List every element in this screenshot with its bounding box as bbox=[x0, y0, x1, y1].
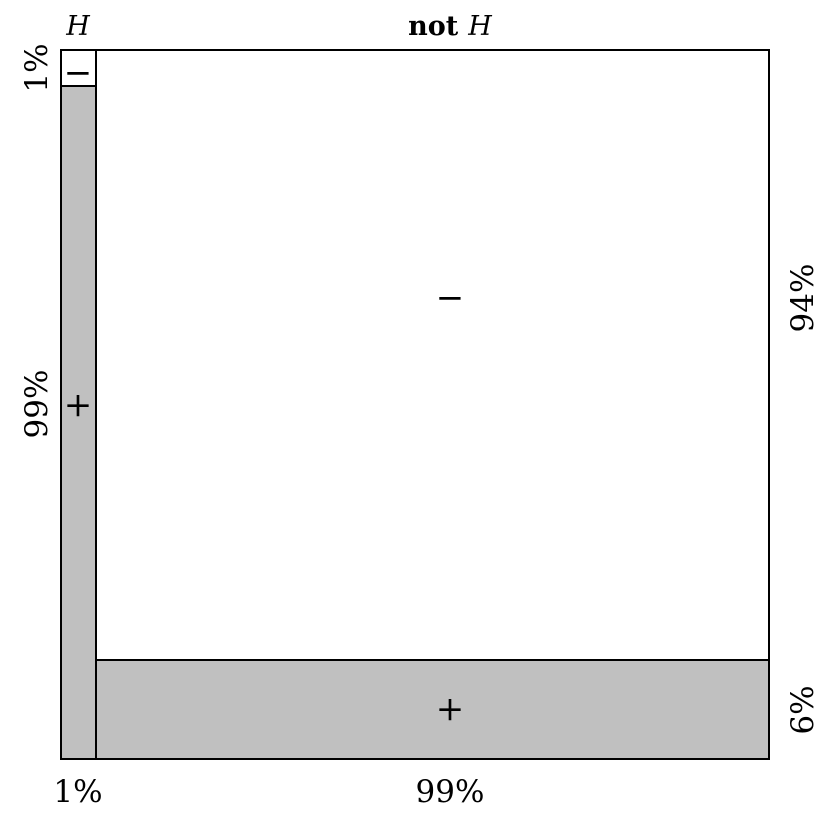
cell-h-positive bbox=[60, 85, 97, 760]
header-h: H bbox=[65, 11, 90, 42]
row-label-not-h-positive: 6% bbox=[785, 685, 821, 734]
sign-h-negative: − bbox=[64, 53, 93, 93]
header-not-h: not H bbox=[408, 11, 492, 42]
row-label-h-negative: 1% bbox=[19, 43, 55, 92]
cell-not-h-positive bbox=[95, 659, 770, 760]
sign-not-h-negative: − bbox=[436, 278, 465, 318]
row-label-h-positive: 99% bbox=[19, 370, 55, 439]
sign-h-positive: + bbox=[64, 385, 93, 425]
header-not-h-letter: H bbox=[467, 11, 492, 42]
diagram-frame bbox=[60, 49, 770, 760]
sign-not-h-positive: + bbox=[436, 689, 465, 729]
col-label-not-h: 99% bbox=[416, 774, 485, 810]
row-label-not-h-negative: 94% bbox=[785, 264, 821, 333]
col-label-h: 1% bbox=[53, 774, 102, 810]
header-not-word: not bbox=[408, 11, 459, 42]
cell-not-h-negative bbox=[95, 49, 770, 661]
